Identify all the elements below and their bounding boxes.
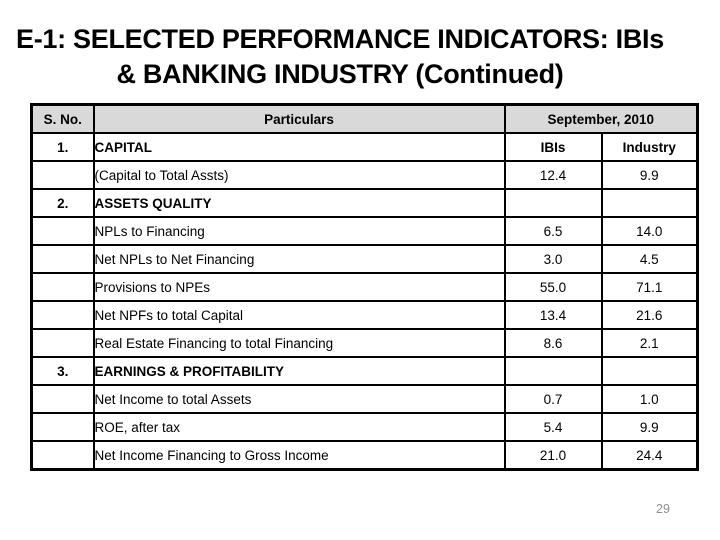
cell-ibis-value: 55.0 — [503, 272, 603, 302]
table-row: Real Estate Financing to total Financing… — [30, 328, 699, 358]
cell-industry-value: 21.6 — [600, 300, 699, 330]
cell-sno — [30, 384, 95, 414]
cell-ibis-value — [503, 356, 603, 386]
table-row: NPLs to Financing 6.5 14.0 — [30, 216, 699, 246]
table-row: Net Income Financing to Gross Income 21.… — [30, 440, 699, 471]
cell-particulars: Net Income Financing to Gross Income — [92, 440, 506, 471]
cell-industry-value: 14.0 — [600, 216, 699, 246]
cell-sno: 2. — [30, 188, 95, 218]
table-row: Provisions to NPEs 55.0 71.1 — [30, 272, 699, 302]
cell-particulars: ASSETS QUALITY — [92, 188, 506, 218]
cell-particulars: Net NPFs to total Capital — [92, 300, 506, 330]
cell-ibis-value: 5.4 — [503, 412, 603, 442]
indicators-table: S. No. Particulars September, 2010 1. CA… — [30, 103, 700, 471]
cell-ibis-value: 0.7 — [503, 384, 603, 414]
cell-industry-subheader: Industry — [600, 132, 699, 162]
cell-particulars: EARNINGS & PROFITABILITY — [92, 356, 506, 386]
table-row: 1. CAPITAL IBIs Industry — [30, 132, 699, 162]
cell-ibis-value: 12.4 — [503, 160, 603, 190]
cell-particulars: ROE, after tax — [92, 412, 506, 442]
cell-industry-value — [600, 188, 699, 218]
cell-particulars: Net NPLs to Net Financing — [92, 244, 506, 274]
table-row: (Capital to Total Assts) 12.4 9.9 — [30, 160, 699, 190]
table-row: 2. ASSETS QUALITY — [30, 188, 699, 218]
cell-sno: 3. — [30, 356, 95, 386]
cell-ibis-value — [503, 188, 603, 218]
header-period: September, 2010 — [503, 103, 699, 134]
cell-particulars: CAPITAL — [92, 132, 506, 162]
table-row: Net NPFs to total Capital 13.4 21.6 — [30, 300, 699, 330]
cell-industry-value — [600, 356, 699, 386]
cell-ibis-value: 6.5 — [503, 216, 603, 246]
cell-sno — [30, 160, 95, 190]
cell-sno — [30, 244, 95, 274]
cell-industry-value: 1.0 — [600, 384, 699, 414]
cell-industry-value: 9.9 — [600, 412, 699, 442]
cell-industry-value: 71.1 — [600, 272, 699, 302]
header-particulars: Particulars — [92, 103, 506, 134]
cell-ibis-value: 3.0 — [503, 244, 603, 274]
header-sno: S. No. — [30, 103, 95, 134]
cell-industry-value: 4.5 — [600, 244, 699, 274]
cell-sno — [30, 300, 95, 330]
cell-particulars: Real Estate Financing to total Financing — [92, 328, 506, 358]
table-row: ROE, after tax 5.4 9.9 — [30, 412, 699, 442]
cell-sno — [30, 412, 95, 442]
slide-title-line2: & BANKING INDUSTRY (Continued) — [116, 59, 564, 89]
cell-sno — [30, 272, 95, 302]
cell-particulars: (Capital to Total Assts) — [92, 160, 506, 190]
cell-industry-value: 9.9 — [600, 160, 699, 190]
cell-particulars: Net Income to total Assets — [92, 384, 506, 414]
cell-industry-value: 2.1 — [600, 328, 699, 358]
cell-sno: 1. — [30, 132, 95, 162]
cell-sno — [30, 328, 95, 358]
table-header-row: S. No. Particulars September, 2010 — [30, 103, 699, 134]
cell-ibis-value: 13.4 — [503, 300, 603, 330]
table-row: Net Income to total Assets 0.7 1.0 — [30, 384, 699, 414]
cell-particulars: Provisions to NPEs — [92, 272, 506, 302]
cell-ibis-value: 8.6 — [503, 328, 603, 358]
cell-ibis-subheader: IBIs — [503, 132, 603, 162]
cell-sno — [30, 440, 95, 471]
cell-industry-value: 24.4 — [600, 440, 699, 471]
page-number: 29 — [656, 502, 670, 516]
cell-particulars: NPLs to Financing — [92, 216, 506, 246]
table-row: 3. EARNINGS & PROFITABILITY — [30, 356, 699, 386]
cell-sno — [30, 216, 95, 246]
slide-title-line1: E-1: SELECTED PERFORMANCE INDICATORS: IB… — [16, 24, 664, 54]
cell-ibis-value: 21.0 — [503, 440, 603, 471]
slide-title: E-1: SELECTED PERFORMANCE INDICATORS: IB… — [10, 22, 670, 92]
table-row: Net NPLs to Net Financing 3.0 4.5 — [30, 244, 699, 274]
